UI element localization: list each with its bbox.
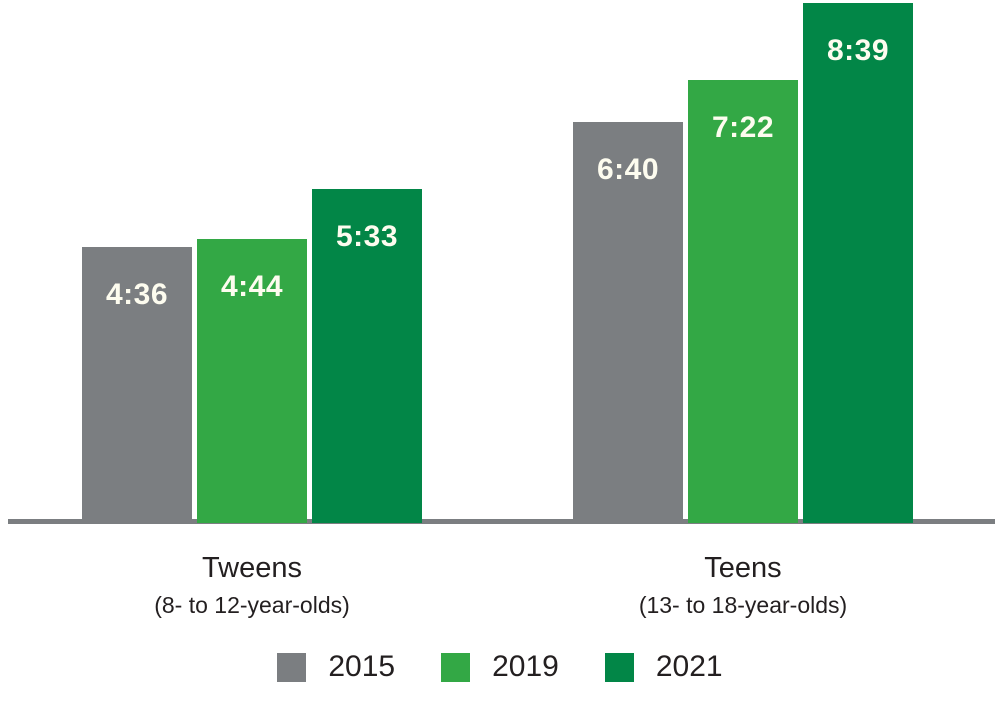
category-label-tweens: Tweens (8- to 12-year-olds) [82, 551, 422, 620]
bar-value-label: 5:33 [335, 220, 399, 253]
category-name: Tweens [202, 552, 302, 584]
bar-teens-2021: 8:39 [803, 3, 913, 523]
legend-label: 2021 [655, 650, 723, 683]
legend: 2015 2019 2021 [0, 652, 1000, 682]
legend-label: 2015 [328, 650, 396, 683]
legend-swatch-2021 [604, 652, 634, 682]
bar-value-label: 4:44 [220, 270, 284, 303]
x-axis-line [8, 519, 995, 524]
category-name: Teens [704, 552, 782, 584]
legend-label: 2019 [492, 650, 559, 683]
legend-item-2021: 2021 [604, 650, 723, 683]
plot: 4:36 4:44 5:33 6:40 7:22 8:39 [8, 3, 995, 524]
bar-group-tweens: 4:36 4:44 5:33 [82, 189, 422, 523]
bar-value-label: 7:22 [711, 111, 775, 144]
legend-swatch-2019 [441, 652, 471, 682]
legend-item-2019: 2019 [441, 652, 559, 682]
category-label-teens: Teens (13- to 18-year-olds) [573, 551, 913, 620]
bar-tweens-2019: 4:44 [197, 239, 307, 523]
bar-teens-2015: 6:40 [573, 122, 683, 523]
bar-teens-2019: 7:22 [688, 80, 798, 523]
bar-group-teens: 6:40 7:22 8:39 [573, 3, 913, 523]
bar-tweens-2021: 5:33 [312, 189, 422, 523]
legend-swatch-2015 [277, 652, 307, 682]
category-subtitle: (13- to 18-year-olds) [638, 592, 848, 618]
category-subtitle: (8- to 12-year-olds) [154, 592, 350, 618]
legend-item-2015: 2015 [277, 652, 395, 682]
bar-value-label: 6:40 [596, 153, 660, 186]
bar-tweens-2015: 4:36 [82, 247, 192, 523]
bar-value-label: 8:39 [826, 34, 890, 67]
bar-value-label: 4:36 [105, 278, 169, 311]
